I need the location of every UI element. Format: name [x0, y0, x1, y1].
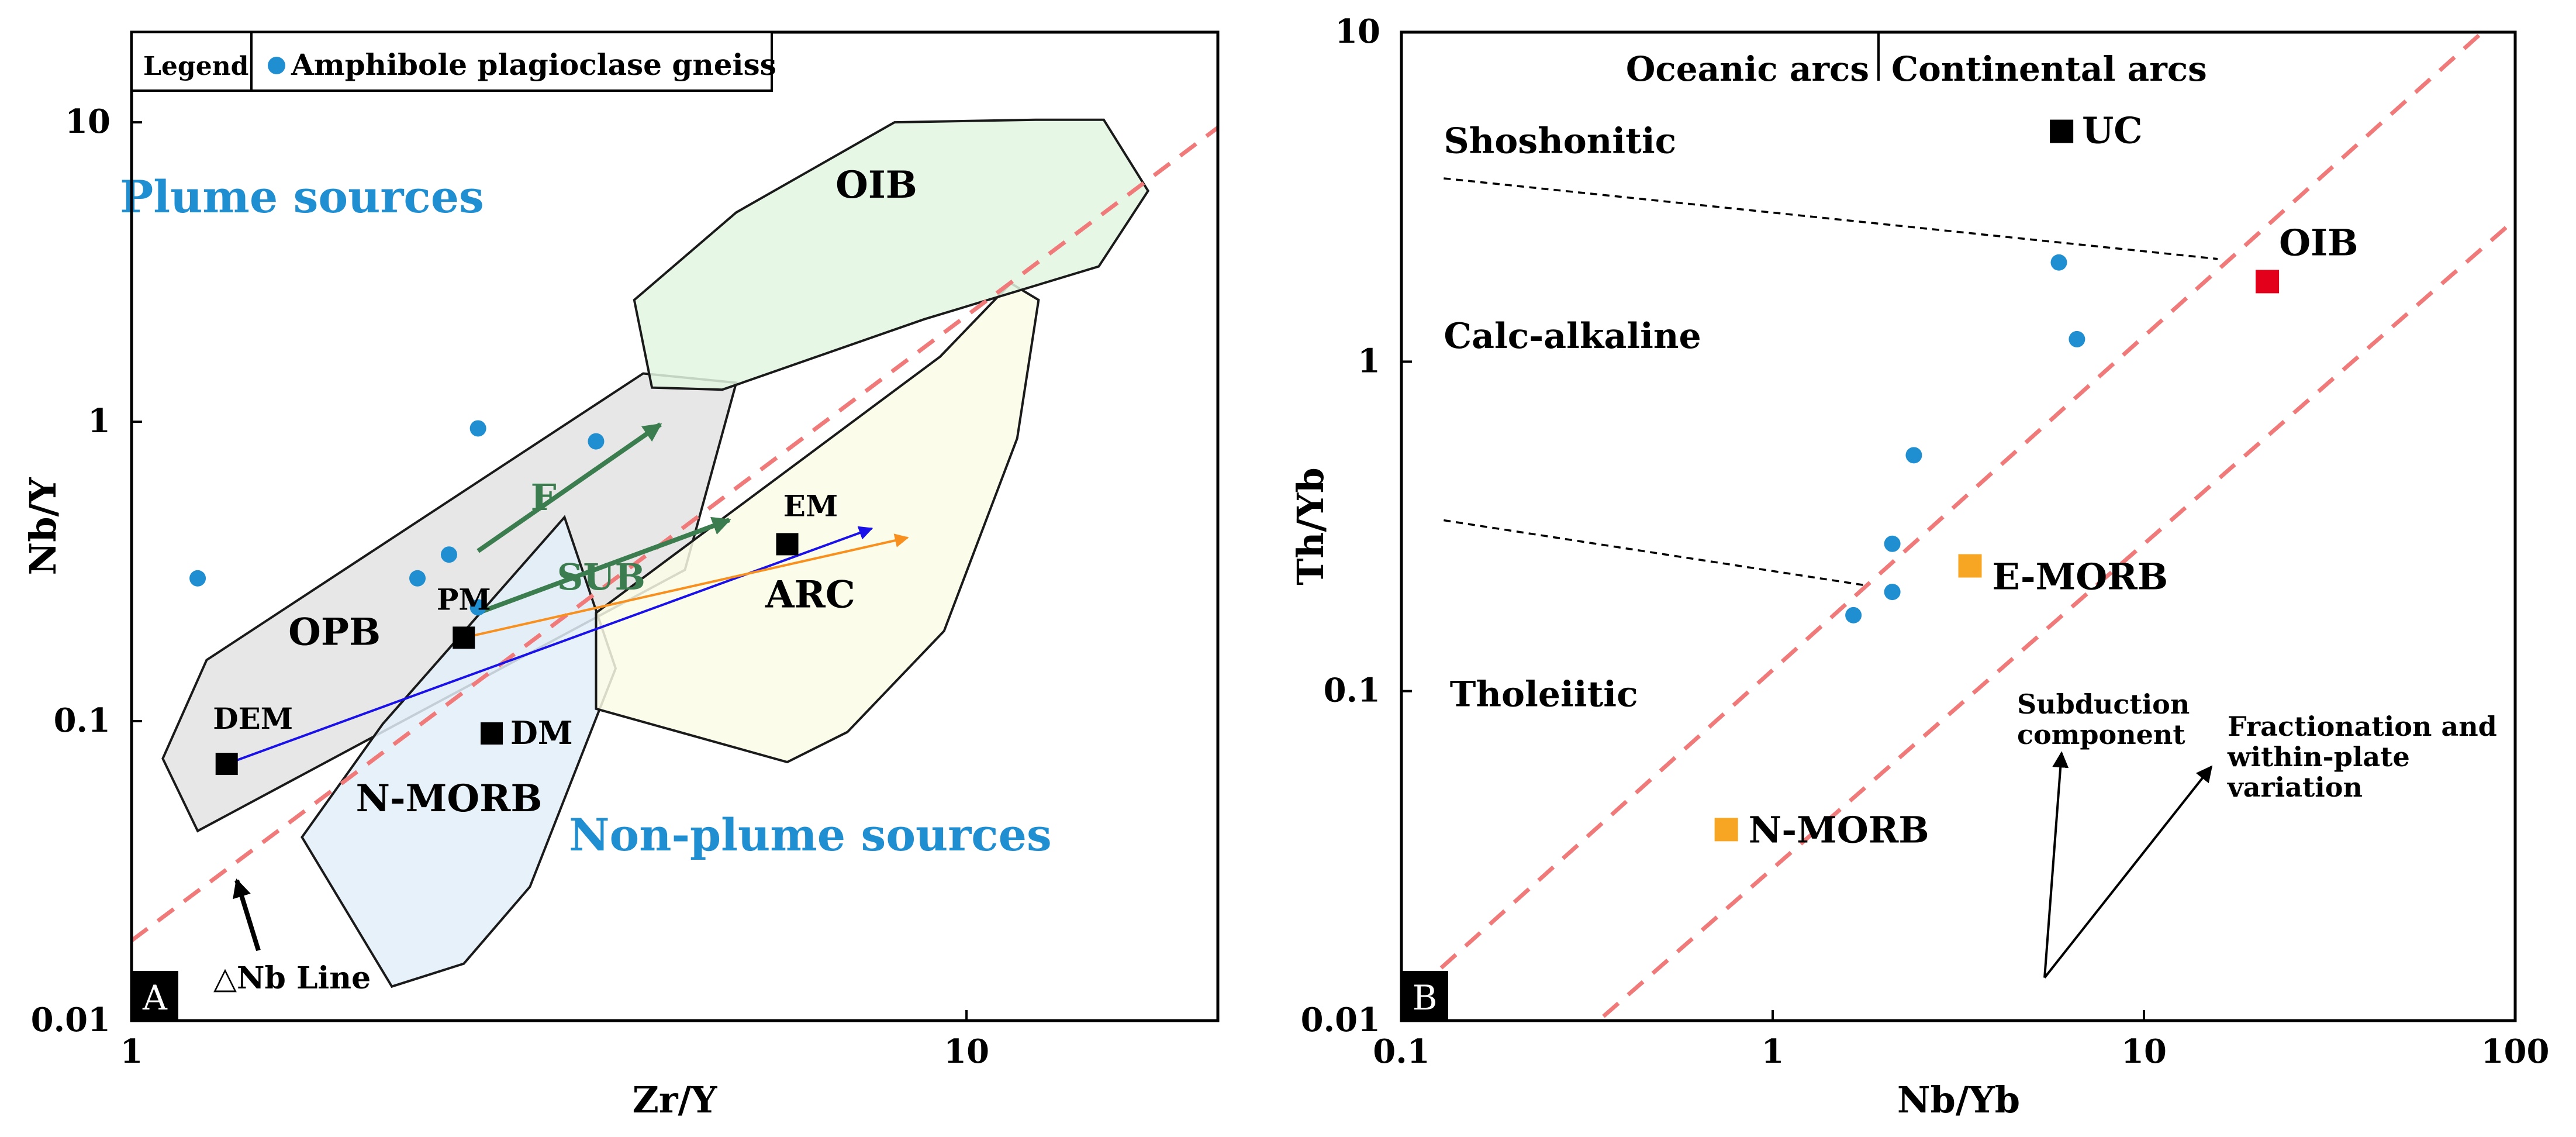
panel-b-x-tick-label: 10: [2121, 1032, 2167, 1071]
reference-label-e-morb: E-MORB: [1992, 555, 2168, 598]
panel-b-plot-area: [1401, 32, 2515, 1021]
label-non-plume-sources: Non-plume sources: [569, 809, 1052, 861]
vector-label-sub: SUB: [557, 556, 645, 598]
fractionation-label: within-plate: [2227, 741, 2410, 773]
sample-point: [1884, 584, 1901, 601]
series-label-tholeiitic: Tholeiitic: [1450, 674, 1638, 715]
vector-sub: [477, 516, 731, 615]
boundary-shoshonitic-calc-alkaline: [1444, 177, 2218, 260]
panel-a-y-axis-label: Nb/Y: [22, 477, 64, 576]
field-oib: [633, 118, 1150, 391]
delta-nb-line-label: △Nb Line: [213, 960, 371, 996]
panel-a-x-axis-label: Zr/Y: [633, 1079, 718, 1121]
legend-title: Legend: [143, 51, 248, 81]
endmember-dm: [481, 722, 503, 745]
reference-label-n-morb: N-MORB: [1749, 808, 1929, 851]
panel-b-x-axis-label: Nb/Yb: [1897, 1079, 2020, 1121]
label-opb: OPB: [288, 610, 381, 654]
panel-a-y-tick-label: 10: [65, 102, 111, 141]
sample-point: [588, 433, 605, 450]
endmember-label-dm: DM: [510, 714, 573, 752]
panel-b-x-tick-label: 0.1: [1373, 1032, 1429, 1071]
panel-b-y-tick-label: 0.01: [1301, 1001, 1380, 1039]
reference-n-morb: [1714, 818, 1738, 842]
panel-b-frame: [1400, 30, 2517, 1022]
endmember-pm: [453, 626, 475, 649]
sample-point: [1905, 447, 1922, 464]
sample-point: [469, 420, 486, 437]
legend-entry: Amphibole plagioclase gneiss: [291, 47, 776, 82]
endmember-label-dem: DEM: [213, 701, 293, 736]
fractionation-label: Fractionation and: [2228, 711, 2497, 742]
subduction-component-label: Subduction: [2017, 688, 2190, 720]
panel-b: Shoshonitic Calc-alkaline Tholeiitic Subduc…: [1289, 12, 2549, 1121]
delta-nb-line-pointer: [233, 878, 261, 952]
panel-a-badge: [132, 971, 178, 1021]
fractionation-vector: [2043, 765, 2213, 978]
vector-c1a10e8: [226, 526, 873, 765]
panel-a-x-tick-label: 10: [944, 1032, 989, 1071]
reference-oib: [2256, 270, 2280, 294]
subduction-component-label: component: [2017, 719, 2185, 750]
mantle-array-line: [1602, 218, 2515, 1018]
sample-point: [2050, 254, 2067, 271]
series-label-shoshonitic: Shoshonitic: [1444, 120, 1676, 161]
panel-b-y-tick-label: 1: [1358, 342, 1380, 380]
panel-b-x-tick-label: 100: [2481, 1032, 2550, 1071]
sample-point: [189, 570, 206, 587]
panel-a-y-tick-label: 1: [88, 402, 111, 440]
series-label-calc-alkaline: Calc-alkaline: [1444, 316, 1701, 357]
sample-point: [2069, 330, 2085, 347]
sample-point: [1845, 607, 1862, 623]
subduction-vector: [2043, 751, 2069, 978]
reference-label-uc: UC: [2082, 109, 2142, 152]
continental-arcs-label: Continental arcs: [1891, 49, 2207, 89]
sample-point: [440, 546, 457, 563]
label-oib: OIB: [835, 163, 917, 207]
sample-point: [409, 570, 426, 587]
mantle-array-line: [1415, 33, 2481, 991]
sample-point: [1884, 535, 1901, 552]
legend-box: [130, 31, 773, 92]
reference-label-oib: OIB: [2279, 221, 2358, 264]
endmember-dem: [215, 753, 238, 776]
legend-marker: [268, 57, 285, 74]
sample-point: [469, 599, 486, 616]
panel-a-x-tick-label: 1: [120, 1032, 143, 1071]
boundary-calc-alkaline-tholeiitic: [1444, 519, 1863, 586]
endmember-label-em: EM: [783, 488, 838, 523]
label-n-morb: N-MORB: [356, 777, 543, 821]
panel-b-badge: [1401, 971, 1448, 1021]
reference-e-morb: [1958, 554, 1982, 578]
field-arc: [595, 281, 1040, 764]
oceanic-arcs-label: Oceanic arcs: [1626, 49, 1869, 89]
vector-f: [476, 422, 662, 553]
label-plume-sources: Plume sources: [120, 171, 484, 223]
panel-a-y-tick-label: 0.01: [31, 1001, 111, 1039]
legend: Legend Amphibole plagioclase gneiss: [130, 31, 776, 92]
panel-b-badge-label: B: [1413, 978, 1438, 1018]
panel-a-badge-label: A: [142, 978, 168, 1018]
panel-b-y-tick-label: 10: [1335, 12, 1380, 51]
panel-b-x-tick-label: 1: [1762, 1032, 1784, 1071]
endmember-label-pm: PM: [437, 582, 491, 616]
reference-uc: [2050, 119, 2074, 143]
fractionation-label: variation: [2227, 771, 2363, 803]
endmember-em: [776, 533, 799, 556]
delta-nb-line: [132, 126, 1218, 943]
vector-label-f: F: [531, 476, 557, 519]
panel-a-y-tick-label: 0.1: [54, 701, 111, 740]
panel-b-y-axis-label: Th/Yb: [1289, 467, 1332, 585]
label-arc: ARC: [765, 573, 855, 616]
vector-cf7901e: [463, 533, 909, 639]
panel-b-y-tick-label: 0.1: [1324, 671, 1380, 710]
